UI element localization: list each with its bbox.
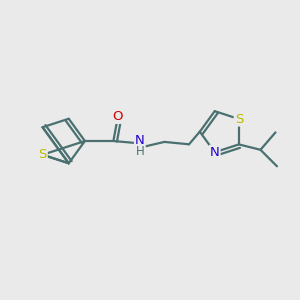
Text: S: S [235, 112, 243, 125]
Text: S: S [38, 148, 47, 161]
Text: N: N [210, 146, 220, 159]
Text: H: H [135, 145, 144, 158]
Text: O: O [113, 110, 123, 123]
Text: N: N [135, 134, 145, 148]
